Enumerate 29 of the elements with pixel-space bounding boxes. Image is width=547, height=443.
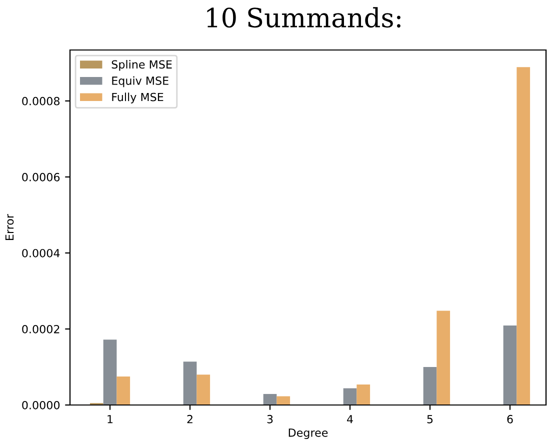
x-tick-label: 6 — [507, 414, 513, 424]
bar — [183, 362, 197, 405]
bar — [263, 394, 277, 405]
x-tick-label: 5 — [427, 415, 433, 424]
y-tick-label: 0.0008 — [22, 96, 60, 106]
chart-title: 10 Summands: — [207, 7, 400, 28]
legend-label: Spline MSE — [112, 60, 172, 71]
bar — [116, 376, 130, 405]
x-tick-label: 4 — [347, 415, 353, 424]
bar — [103, 340, 117, 405]
y-tick-label: 0.0004 — [22, 248, 60, 258]
bar — [276, 396, 290, 405]
bar — [196, 374, 210, 405]
legend-label: Fully MSE — [112, 92, 164, 104]
y-tick-label: 0.0006 — [22, 172, 60, 182]
bar — [503, 326, 517, 405]
y-axis-title: Error — [5, 214, 14, 240]
bar — [356, 384, 370, 405]
x-axis-title: Degree — [288, 428, 328, 440]
x-tick-label: 3 — [267, 414, 273, 424]
bar — [436, 310, 450, 405]
bar — [423, 366, 437, 405]
bar — [516, 67, 530, 405]
y-tick-label: 0.0000 — [22, 400, 60, 410]
x-tick-label: 1 — [108, 415, 113, 424]
bar — [343, 388, 357, 405]
y-tick-label: 0.0002 — [22, 324, 60, 334]
x-tick-label: 2 — [187, 414, 192, 424]
legend-label: Equiv MSE — [112, 76, 168, 88]
